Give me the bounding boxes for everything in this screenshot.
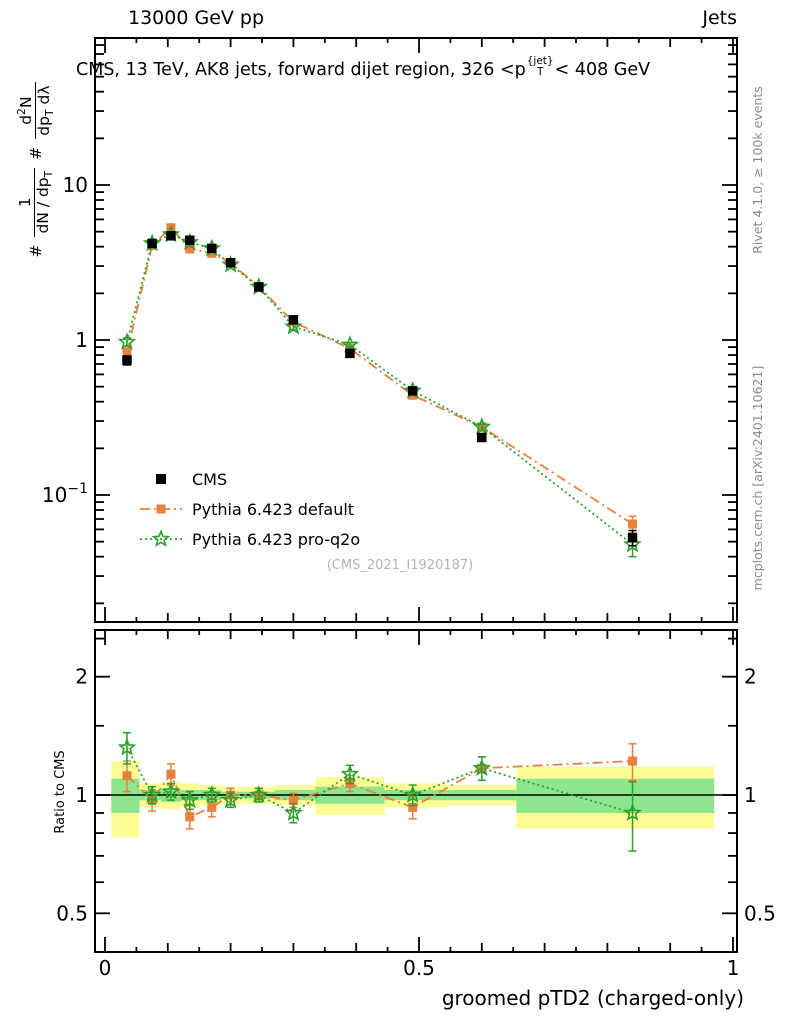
svg-text:1: 1 bbox=[727, 956, 740, 980]
plot-title-text: CMS, 13 TeV, AK8 jets, forward dijet reg… bbox=[76, 60, 526, 80]
svg-text:0.5: 0.5 bbox=[56, 901, 88, 925]
svg-text:2: 2 bbox=[75, 665, 88, 689]
legend-marker-pythia-proq2o bbox=[140, 529, 182, 547]
y-axis-fraction-1: 1 dN / dpT bbox=[16, 167, 56, 237]
legend-marker-cms bbox=[156, 474, 166, 484]
legend-item-pythia-proq2o: Pythia 6.423 pro-q2o bbox=[138, 524, 360, 554]
mcplots-reference-note: mcplots.cern.ch [arXiv:2401.10621] bbox=[750, 365, 765, 591]
legend: CMS Pythia 6.423 default Pythia 6.423 pr… bbox=[138, 464, 360, 554]
legend-label-cms: CMS bbox=[192, 469, 228, 489]
legend-label-pythia-default: Pythia 6.423 default bbox=[192, 499, 355, 519]
svg-text:1: 1 bbox=[75, 328, 88, 352]
plot-title-sup: {jet} bbox=[526, 55, 554, 67]
legend-item-cms: CMS bbox=[138, 464, 360, 494]
x-axis-label: groomed pTD2 (charged-only) bbox=[441, 986, 744, 1010]
y-axis-hash-2: # bbox=[27, 146, 45, 160]
header-process: Jets bbox=[702, 7, 737, 29]
ratio-y-axis-label: Ratio to CMS bbox=[53, 750, 68, 834]
legend-item-pythia-default: Pythia 6.423 default bbox=[138, 494, 360, 524]
svg-text:0: 0 bbox=[99, 956, 112, 980]
legend-label-pythia-proq2o: Pythia 6.423 pro-q2o bbox=[192, 529, 361, 549]
rivet-version-note: Rivet 4.1.0, ≥ 100k events bbox=[750, 86, 765, 254]
y-axis-fraction-2: d2N dpT dλ bbox=[15, 82, 57, 139]
y-axis-hash-1: # bbox=[27, 244, 45, 258]
legend-marker-pythia-default bbox=[140, 504, 182, 514]
svg-text:0.5: 0.5 bbox=[403, 956, 435, 980]
svg-text:1: 1 bbox=[744, 783, 757, 807]
plot-title-pt-script: {jet} T bbox=[526, 55, 554, 79]
y-axis-label: # 1 dN / dpT # d2N dpT dλ bbox=[4, 20, 68, 320]
plot-title: CMS, 13 TeV, AK8 jets, forward dijet reg… bbox=[76, 55, 651, 82]
header-beam-energy: 13000 GeV pp bbox=[128, 7, 265, 29]
svg-text:1: 1 bbox=[75, 783, 88, 807]
svg-text:10: 10 bbox=[63, 173, 88, 197]
svg-text:10−1: 10−1 bbox=[42, 481, 88, 507]
analysis-id-watermark: (CMS_2021_I1920187) bbox=[326, 558, 474, 573]
plot-title-sub: T bbox=[536, 66, 544, 79]
plot-title-text-end: < 408 GeV bbox=[554, 60, 651, 80]
svg-text:2: 2 bbox=[744, 665, 757, 689]
svg-text:0.5: 0.5 bbox=[744, 901, 776, 925]
